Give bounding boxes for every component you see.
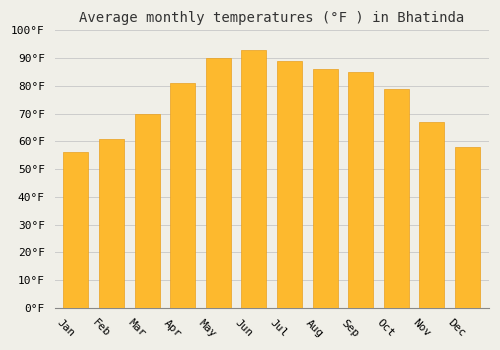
Bar — [312, 69, 338, 308]
Bar — [420, 122, 444, 308]
Bar — [277, 61, 302, 308]
Bar — [384, 89, 409, 308]
Title: Average monthly temperatures (°F ) in Bhatinda: Average monthly temperatures (°F ) in Bh… — [79, 11, 464, 25]
Bar — [134, 114, 160, 308]
Bar — [242, 50, 266, 308]
Bar — [64, 153, 88, 308]
Bar — [170, 83, 195, 308]
Bar — [206, 58, 231, 308]
Bar — [455, 147, 480, 308]
Bar — [99, 139, 124, 308]
Bar — [348, 72, 373, 308]
